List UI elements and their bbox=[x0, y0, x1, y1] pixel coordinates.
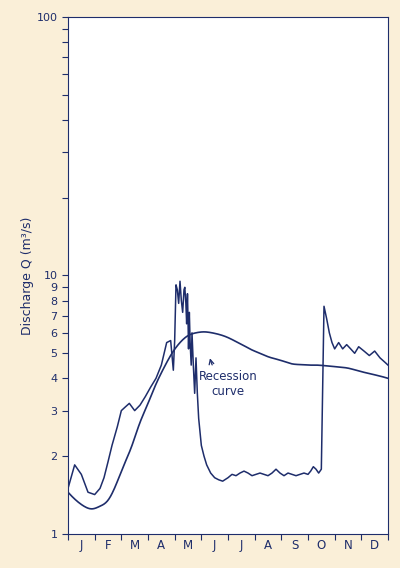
Y-axis label: Discharge Q (m³/s): Discharge Q (m³/s) bbox=[21, 216, 34, 335]
Text: Recession
curve: Recession curve bbox=[199, 360, 257, 398]
